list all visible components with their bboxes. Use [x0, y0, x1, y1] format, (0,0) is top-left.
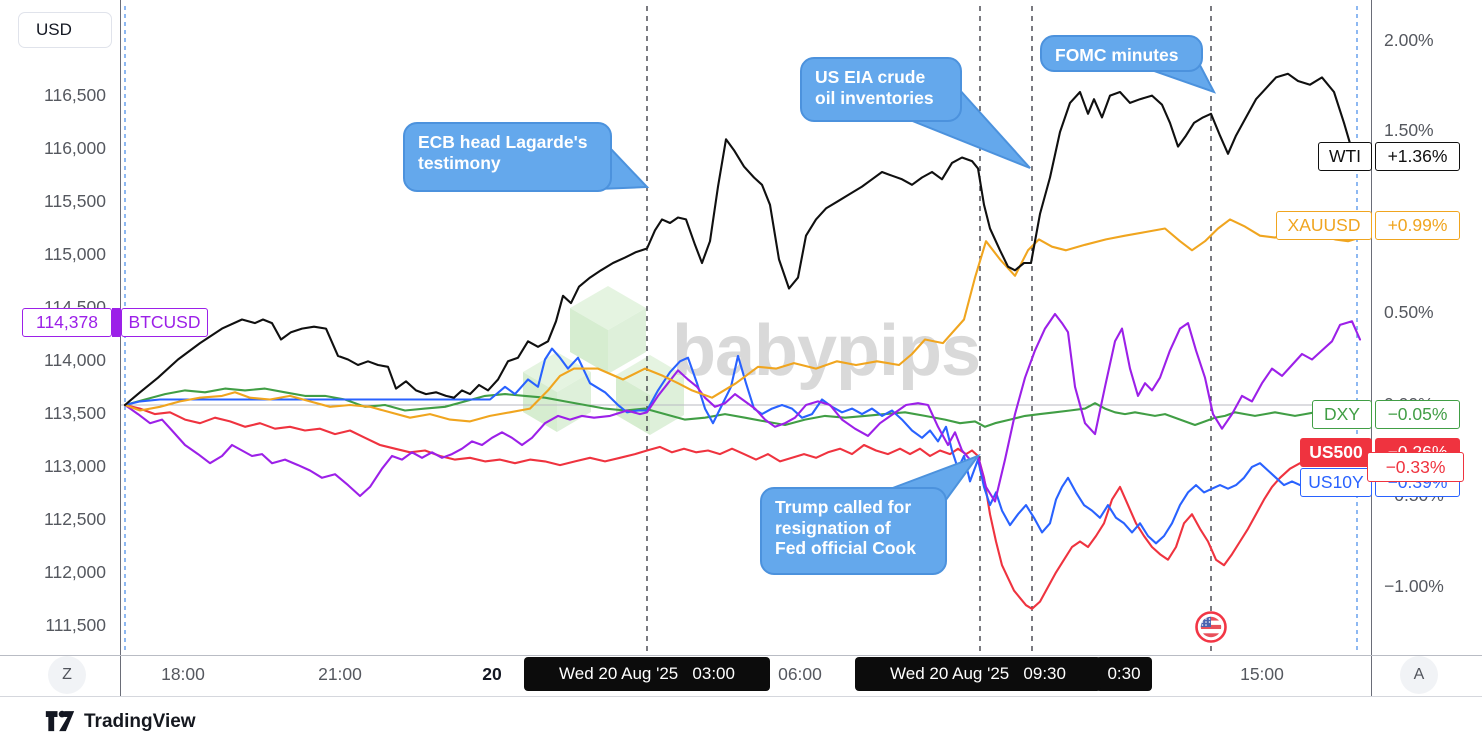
timezone-button[interactable]: Z	[48, 656, 86, 694]
btcusd-price-label[interactable]: 114,378	[22, 308, 112, 337]
callout-ecb-lagarde: ECB head Lagarde's testimony	[403, 122, 612, 192]
time-tick: 18:00	[161, 664, 205, 684]
time-tick: 15:00	[1240, 664, 1284, 684]
tradingview-logo[interactable]: TradingView	[45, 709, 196, 735]
tradingview-logo-text: TradingView	[84, 711, 196, 732]
percent-tick: 0.50%	[1384, 302, 1434, 322]
percent-tick: 1.50%	[1384, 120, 1434, 140]
babypips-watermark: babypips	[672, 311, 981, 391]
crosshair-value-label: −0.33%	[1367, 452, 1464, 482]
percent-tick: −1.00%	[1384, 576, 1444, 596]
callout-trump-cook: Trump called for resignation of Fed offi…	[760, 487, 947, 575]
wti-change-label[interactable]: +1.36%	[1375, 142, 1460, 171]
price-tick: 116,000	[44, 138, 106, 158]
price-tick: 115,500	[44, 191, 106, 211]
percent-tick: 2.00%	[1384, 30, 1434, 50]
us10y-symbol-label[interactable]: US10Y	[1300, 468, 1372, 497]
us-flag-event-icon[interactable]	[1195, 611, 1227, 643]
price-tick: 112,500	[44, 509, 106, 529]
crosshair-date-badge: Wed 20 Aug '25 03:00	[524, 657, 770, 691]
price-tick: 114,000	[44, 350, 106, 370]
time-tick: 20	[482, 664, 502, 684]
us500-symbol-label[interactable]: US500	[1300, 438, 1372, 467]
btcusd-symbol-label[interactable]: BTCUSD	[121, 308, 208, 337]
xauusd-change-label[interactable]: +0.99%	[1375, 211, 1460, 240]
currency-button[interactable]: USD	[18, 12, 112, 48]
tradingview-glyph-icon	[45, 710, 75, 732]
crosshair-date-badge: 0:30	[1096, 657, 1152, 691]
price-tick: 113,500	[44, 403, 106, 423]
callout-fomc-minutes: FOMC minutes	[1040, 35, 1203, 72]
time-tick: 06:00	[778, 664, 822, 684]
crosshair-date-badge: Wed 20 Aug '25 09:30	[855, 657, 1101, 691]
price-tick: 112,000	[44, 562, 106, 582]
callout-eia-inventories: US EIA crude oil inventories	[800, 57, 962, 122]
time-tick: 21:00	[318, 664, 362, 684]
dxy-change-label[interactable]: −0.05%	[1375, 400, 1460, 429]
wti-symbol-label[interactable]: WTI	[1318, 142, 1372, 171]
price-tick: 115,000	[44, 244, 106, 264]
price-tick: 116,500	[44, 85, 106, 105]
xauusd-symbol-label[interactable]: XAUUSD	[1276, 211, 1372, 240]
auto-scale-button[interactable]: A	[1400, 656, 1438, 694]
dxy-symbol-label[interactable]: DXY	[1312, 400, 1372, 429]
price-tick: 111,500	[45, 615, 106, 635]
price-tick: 113,000	[44, 456, 106, 476]
btcusd-axis-connector	[112, 308, 121, 337]
